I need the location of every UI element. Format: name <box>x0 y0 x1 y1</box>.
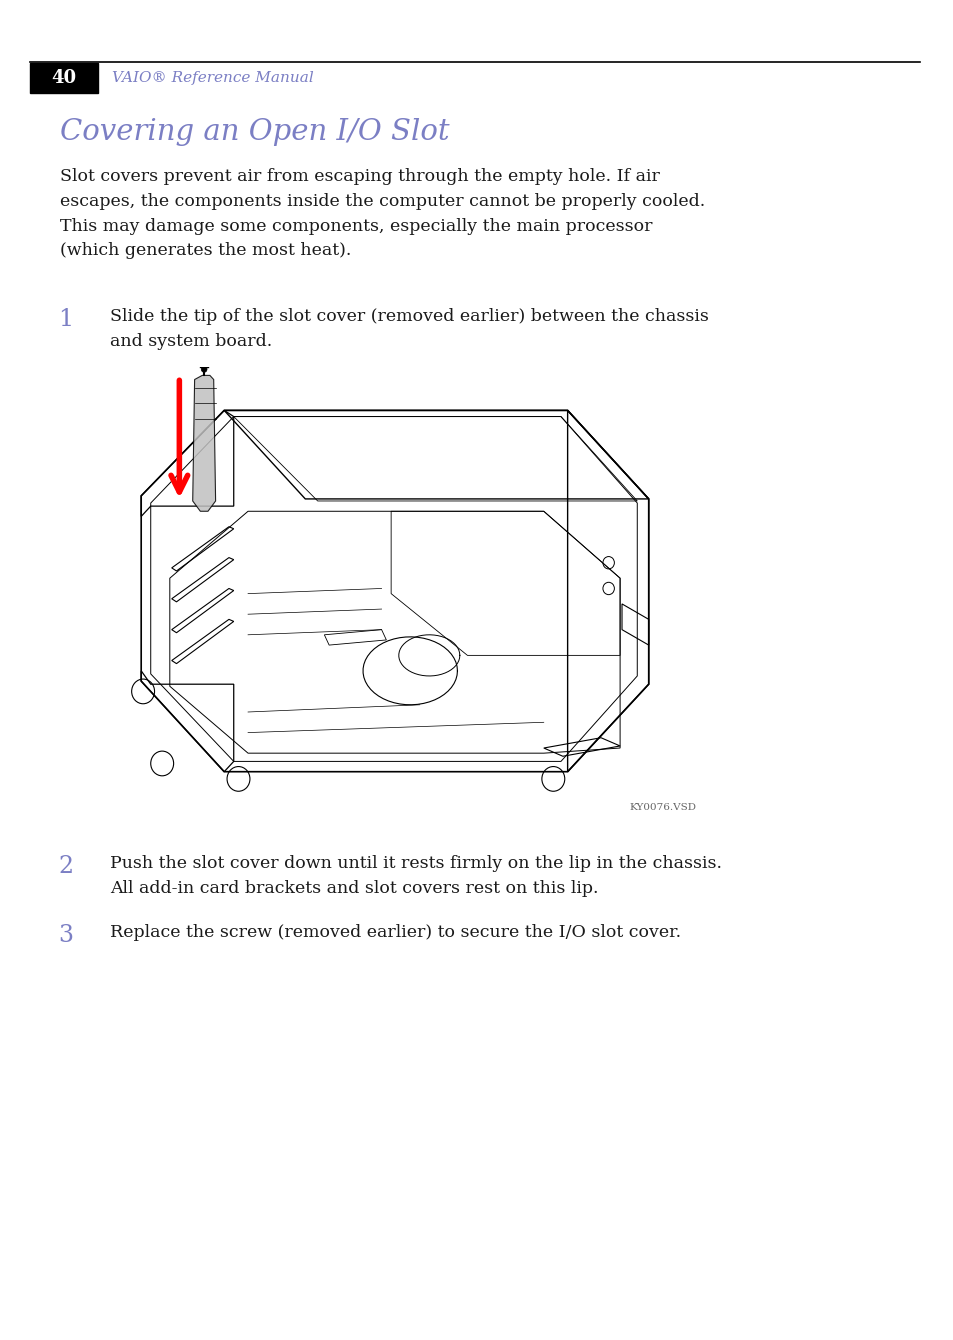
Text: 3: 3 <box>58 925 73 947</box>
Text: Slot covers prevent air from escaping through the empty hole. If air
escapes, th: Slot covers prevent air from escaping th… <box>60 168 704 260</box>
Text: Replace the screw (removed earlier) to secure the I/O slot cover.: Replace the screw (removed earlier) to s… <box>110 925 680 941</box>
Text: 1: 1 <box>58 308 73 331</box>
Text: 40: 40 <box>51 68 76 87</box>
Text: Push the slot cover down until it rests firmly on the lip in the chassis.
All ad: Push the slot cover down until it rests … <box>110 855 721 896</box>
Text: KY0076.VSD: KY0076.VSD <box>629 803 696 812</box>
Polygon shape <box>193 375 215 512</box>
Text: VAIO® Reference Manual: VAIO® Reference Manual <box>112 71 314 84</box>
Text: Covering an Open I/O Slot: Covering an Open I/O Slot <box>60 118 449 146</box>
Text: 2: 2 <box>58 855 73 878</box>
Text: Slide the tip of the slot cover (removed earlier) between the chassis
and system: Slide the tip of the slot cover (removed… <box>110 308 708 350</box>
Circle shape <box>201 366 207 373</box>
Bar <box>30 63 98 92</box>
